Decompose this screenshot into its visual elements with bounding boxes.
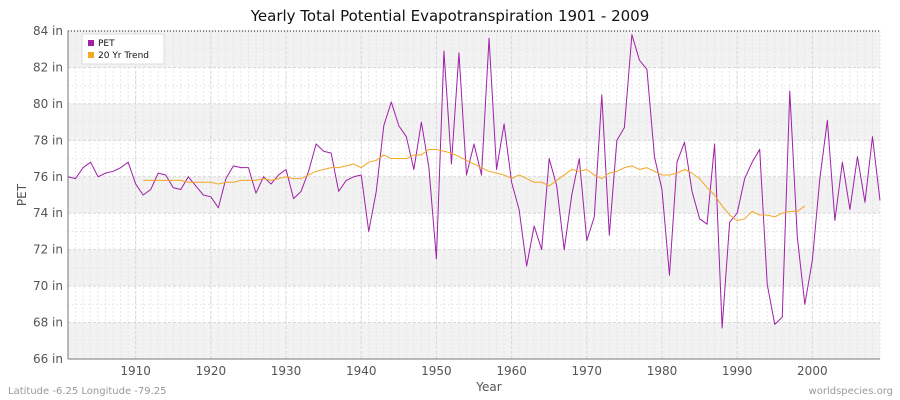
minor-grid	[67, 31, 881, 359]
legend: PET 20 Yr Trend	[81, 33, 165, 65]
y-tick-label: 74 in	[33, 206, 63, 220]
x-tick-label: 1940	[346, 364, 377, 378]
x-tick-label: 1970	[572, 364, 603, 378]
chart-title: Yearly Total Potential Evapotranspiratio…	[250, 7, 650, 25]
x-tick-label: 1960	[496, 364, 527, 378]
x-axis-title: Year	[475, 380, 501, 394]
series-line-0	[67, 34, 881, 329]
x-tick-label: 1920	[196, 364, 227, 378]
y-tick-label: 78 in	[33, 133, 63, 147]
footer-coordinates: Latitude -6.25 Longitude -79.25	[8, 386, 167, 397]
y-tick-label: 84 in	[33, 24, 63, 38]
x-tick-labels: 1910 1920 1930 1940 1950 1960 1970 1980 1990 2000	[120, 364, 827, 378]
x-tick-label: 1950	[421, 364, 452, 378]
y-tick-label: 72 in	[33, 243, 63, 257]
footer-source: worldspecies.org	[809, 386, 893, 397]
y-axis-title: PET	[15, 183, 29, 206]
series-line-1	[143, 148, 806, 222]
x-tick-label: 1990	[722, 364, 753, 378]
legend-label-trend: 20 Yr Trend	[98, 51, 149, 61]
x-tick-label: 1930	[271, 364, 302, 378]
y-tick-label: 68 in	[33, 316, 63, 330]
y-tick-label: 66 in	[33, 352, 63, 366]
series-layer	[67, 34, 881, 329]
legend-swatch-pet	[88, 40, 94, 46]
y-tick-label: 80 in	[33, 97, 63, 111]
x-tick-label: 1910	[120, 364, 151, 378]
x-tick-label: 2000	[797, 364, 828, 378]
y-tick-label: 82 in	[33, 60, 63, 74]
legend-swatch-trend	[88, 52, 94, 58]
y-tick-label: 70 in	[33, 279, 63, 293]
x-tick-label: 1980	[647, 364, 678, 378]
legend-label-pet: PET	[98, 39, 115, 49]
legend-box	[81, 33, 165, 65]
y-tick-labels: 66 in 68 in 70 in 72 in 74 in 76 in 78 in 80 in…	[33, 24, 63, 366]
y-tick-label: 76 in	[33, 170, 63, 184]
